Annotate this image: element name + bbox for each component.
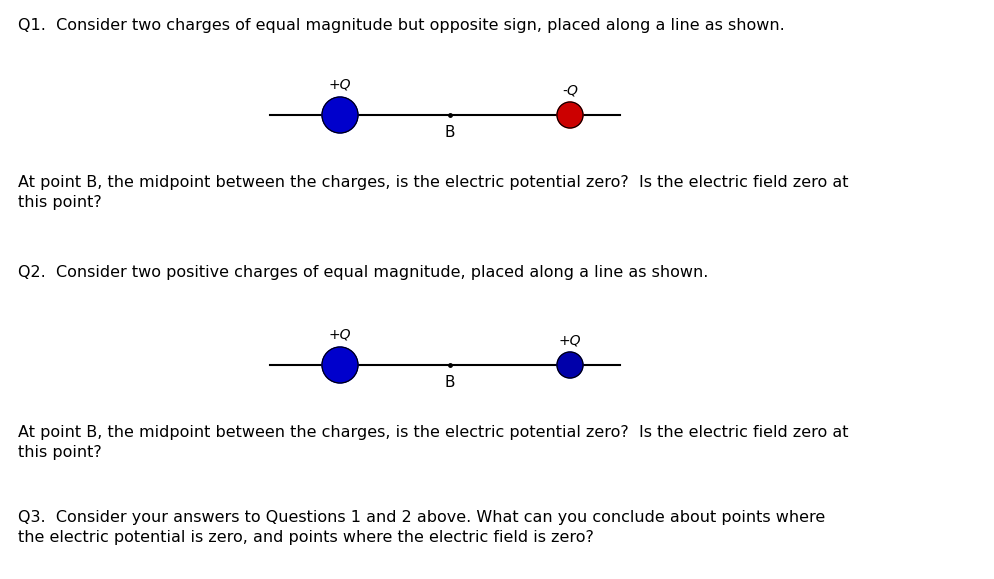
Text: +Q: +Q — [328, 78, 351, 92]
Text: -Q: -Q — [562, 83, 578, 97]
Text: +Q: +Q — [559, 333, 580, 347]
Circle shape — [322, 97, 358, 133]
Text: Q1.  Consider two charges of equal magnitude but opposite sign, placed along a l: Q1. Consider two charges of equal magnit… — [18, 18, 784, 33]
Text: +Q: +Q — [328, 328, 351, 342]
Text: B: B — [444, 125, 455, 140]
Circle shape — [322, 347, 358, 383]
Text: B: B — [444, 375, 455, 390]
Text: Q2.  Consider two positive charges of equal magnitude, placed along a line as sh: Q2. Consider two positive charges of equ… — [18, 265, 708, 280]
Text: Q3.  Consider your answers to Questions 1 and 2 above. What can you conclude abo: Q3. Consider your answers to Questions 1… — [18, 510, 824, 545]
Text: At point B, the midpoint between the charges, is the electric potential zero?  I: At point B, the midpoint between the cha… — [18, 175, 848, 210]
Text: At point B, the midpoint between the charges, is the electric potential zero?  I: At point B, the midpoint between the cha… — [18, 425, 848, 460]
Circle shape — [557, 352, 582, 378]
Circle shape — [557, 102, 582, 128]
